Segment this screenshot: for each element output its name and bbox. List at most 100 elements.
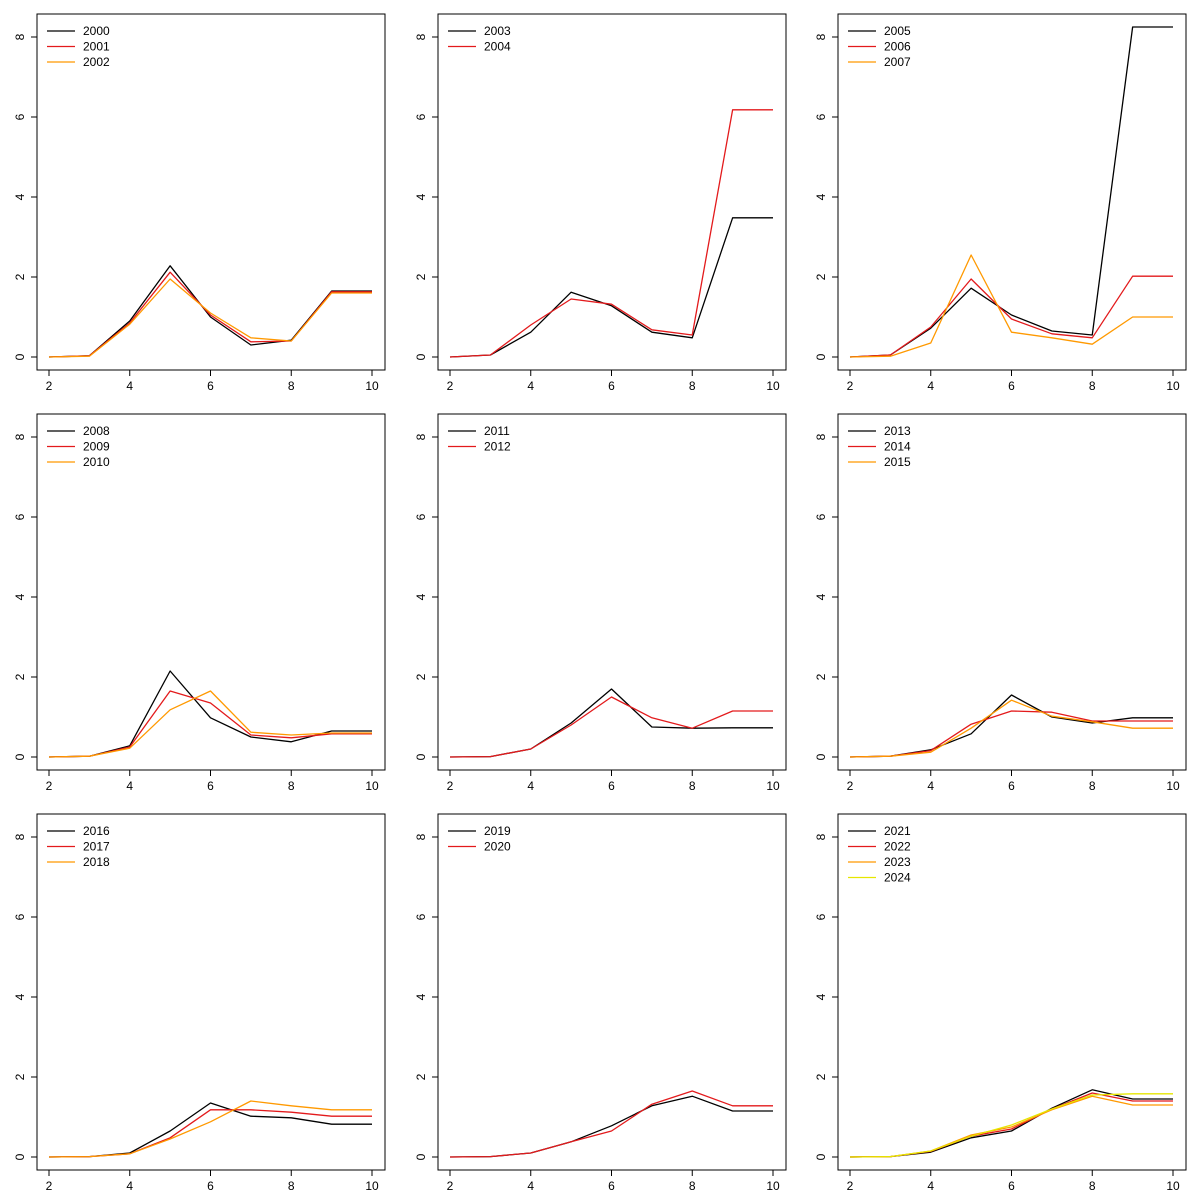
x-tick-label: 10 <box>365 779 379 793</box>
legend-label: 2012 <box>484 440 511 454</box>
legend-label: 2024 <box>884 871 911 885</box>
y-tick-label: 4 <box>414 993 428 1000</box>
y-tick-label: 4 <box>414 193 428 200</box>
legend: 2003 2004 <box>448 24 511 54</box>
x-tick-label: 2 <box>447 779 454 793</box>
y-tick-label: 8 <box>814 33 828 40</box>
y-tick-label: 4 <box>13 593 27 600</box>
legend-label: 2018 <box>83 855 110 869</box>
y-tick-label: 8 <box>814 433 828 440</box>
x-tick-label: 4 <box>126 1179 133 1193</box>
legend-label: 2013 <box>884 424 911 438</box>
x-tick-label: 4 <box>527 779 534 793</box>
y-tick-label: 6 <box>13 513 27 520</box>
plot-frame <box>437 813 787 1171</box>
y-tick-label: 6 <box>13 913 27 920</box>
legend-label: 2020 <box>484 840 511 854</box>
x-tick-label: 10 <box>1166 779 1180 793</box>
series-line-2000 <box>48 265 372 358</box>
series-line-2001 <box>48 271 372 358</box>
y-tick-label: 6 <box>414 113 428 120</box>
x-tick-label: 6 <box>207 779 214 793</box>
y-tick-label: 0 <box>814 1153 828 1160</box>
y-tick-label: 0 <box>414 353 428 360</box>
series-line-2006 <box>849 275 1173 358</box>
legend-label: 2004 <box>484 40 511 54</box>
x-tick-label: 2 <box>447 1179 454 1193</box>
x-tick-label: 8 <box>288 1179 295 1193</box>
series-line-2003 <box>449 217 773 358</box>
series-line-2005 <box>849 26 1173 358</box>
series-line-2012 <box>449 696 773 758</box>
y-tick-label: 2 <box>414 1073 428 1080</box>
x-tick-label: 2 <box>447 379 454 393</box>
y-tick-label: 8 <box>13 833 27 840</box>
series-line-2015 <box>849 699 1173 758</box>
series-line-2009 <box>48 690 372 758</box>
series-line-2014 <box>849 710 1173 758</box>
legend-label: 2011 <box>484 424 510 438</box>
legend-label: 2003 <box>484 24 511 38</box>
x-tick-label: 10 <box>1166 1179 1180 1193</box>
x-tick-label: 8 <box>288 379 295 393</box>
x-tick-label: 6 <box>1008 779 1015 793</box>
legend: 2019 2020 <box>448 824 511 854</box>
y-tick-label: 8 <box>13 433 27 440</box>
y-tick-label: 8 <box>414 833 428 840</box>
y-tick-label: 8 <box>414 33 428 40</box>
panel-5: 2 4 6 8 10 0 2 4 6 8 2011 2012 <box>414 413 787 793</box>
x-tick-label: 6 <box>207 379 214 393</box>
y-tick-label: 6 <box>414 513 428 520</box>
x-tick-label: 2 <box>46 379 53 393</box>
legend: 2011 2012 <box>448 424 511 454</box>
y-tick-label: 0 <box>814 353 828 360</box>
x-tick-label: 4 <box>527 1179 534 1193</box>
legend-label: 2007 <box>884 55 911 69</box>
y-tick-label: 2 <box>814 273 828 280</box>
y-tick-label: 4 <box>814 993 828 1000</box>
legend-label: 2019 <box>484 824 511 838</box>
x-tick-label: 10 <box>766 1179 780 1193</box>
x-tick-label: 2 <box>46 779 53 793</box>
x-tick-label: 6 <box>608 1179 615 1193</box>
legend-label: 2009 <box>83 440 110 454</box>
plot-frame <box>437 413 787 771</box>
series-line-2002 <box>48 278 372 358</box>
legend-label: 2005 <box>884 24 911 38</box>
y-tick-label: 2 <box>13 273 27 280</box>
x-tick-label: 2 <box>847 379 854 393</box>
y-tick-label: 0 <box>13 753 27 760</box>
series-line-2016 <box>48 1102 372 1158</box>
x-tick-label: 8 <box>1089 779 1096 793</box>
x-tick-label: 10 <box>365 379 379 393</box>
x-tick-label: 6 <box>608 779 615 793</box>
y-tick-label: 4 <box>814 593 828 600</box>
x-tick-label: 4 <box>927 379 934 393</box>
y-tick-label: 6 <box>814 913 828 920</box>
y-tick-label: 2 <box>814 673 828 680</box>
legend-label: 2017 <box>83 840 110 854</box>
panel-8: 2 4 6 8 10 0 2 4 6 8 2019 2020 <box>414 813 787 1193</box>
series-line-2024 <box>849 1093 1173 1158</box>
y-tick-label: 0 <box>13 353 27 360</box>
y-tick-label: 8 <box>13 33 27 40</box>
x-tick-label: 6 <box>1008 379 1015 393</box>
legend-label: 2002 <box>83 55 110 69</box>
y-tick-label: 8 <box>814 833 828 840</box>
series-line-2008 <box>48 670 372 758</box>
x-tick-label: 8 <box>689 1179 696 1193</box>
y-tick-label: 0 <box>13 1153 27 1160</box>
x-tick-label: 4 <box>126 379 133 393</box>
y-tick-label: 6 <box>814 513 828 520</box>
series-line-2007 <box>849 254 1173 358</box>
